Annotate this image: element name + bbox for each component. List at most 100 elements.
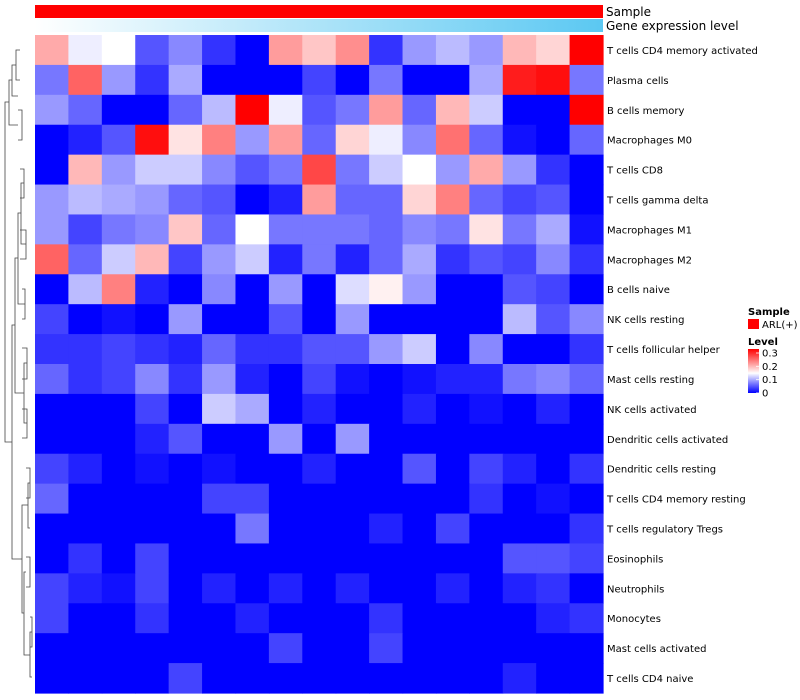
heatmap-cell xyxy=(502,364,537,395)
heatmap-cell xyxy=(235,304,270,335)
heatmap-cell xyxy=(68,543,103,574)
row-label: T cells gamma delta xyxy=(606,196,708,207)
heatmap-cell xyxy=(536,543,571,574)
legend-level-colorbar xyxy=(748,349,759,393)
heatmap-cell xyxy=(202,483,237,515)
heatmap-cell xyxy=(101,483,136,515)
heatmap-cell xyxy=(135,483,170,515)
heatmap-cell xyxy=(235,633,270,664)
heatmap-cell xyxy=(435,364,470,395)
heatmap-cell xyxy=(502,543,537,574)
heatmap-cell xyxy=(268,244,303,275)
heatmap-cell xyxy=(202,573,237,604)
heatmap-cell xyxy=(335,334,370,365)
heatmap-cell xyxy=(101,124,136,156)
heatmap-cell xyxy=(35,35,70,66)
heatmap-cell xyxy=(569,453,604,485)
heatmap-cell xyxy=(268,124,303,156)
heatmap-cell xyxy=(536,513,571,545)
heatmap-cell xyxy=(502,184,537,216)
heatmap-cell xyxy=(335,543,370,574)
heatmap-cell xyxy=(335,423,370,455)
heatmap-cell xyxy=(569,663,604,694)
heatmap-cell xyxy=(369,304,404,335)
heatmap-cell xyxy=(235,94,270,126)
heatmap-cell xyxy=(35,64,70,96)
heatmap-cell xyxy=(35,214,70,245)
heatmap-cell xyxy=(101,94,136,126)
heatmap-cell xyxy=(369,513,404,545)
heatmap-cell xyxy=(235,124,270,156)
heatmap-cell xyxy=(168,663,203,694)
heatmap-cell xyxy=(402,423,437,455)
heatmap-cell xyxy=(335,214,370,245)
heatmap-cell xyxy=(202,35,237,66)
heatmap-cell xyxy=(536,214,571,245)
heatmap-cell xyxy=(35,304,70,335)
heatmap-cell xyxy=(168,124,203,156)
heatmap-cell xyxy=(35,274,70,305)
heatmap-cell xyxy=(35,423,70,455)
heatmap-cell xyxy=(168,244,203,275)
heatmap-cell xyxy=(369,244,404,275)
legend-sample-entry: ARL(+) xyxy=(762,320,798,331)
heatmap-cell xyxy=(268,364,303,395)
heatmap-cell xyxy=(502,274,537,305)
heatmap-cell xyxy=(469,633,504,664)
heatmap-cell xyxy=(569,364,604,395)
heatmap-cell xyxy=(369,483,404,515)
heatmap-cell xyxy=(569,304,604,335)
heatmap-cell xyxy=(135,364,170,395)
heatmap-cell xyxy=(469,154,504,186)
heatmap-cell xyxy=(469,573,504,604)
heatmap-cell xyxy=(302,453,337,485)
heatmap-cell xyxy=(435,453,470,485)
heatmap-cell xyxy=(168,184,203,216)
heatmap-cell xyxy=(268,393,303,425)
legend-tick-label: 0 xyxy=(762,389,768,400)
heatmap-cell xyxy=(536,94,571,126)
heatmap-cell xyxy=(68,513,103,545)
heatmap-cell xyxy=(35,513,70,545)
heatmap-cell xyxy=(369,94,404,126)
heatmap-cell xyxy=(135,35,170,66)
heatmap-cell xyxy=(435,573,470,604)
heatmap-cell xyxy=(469,334,504,365)
heatmap-cell xyxy=(302,304,337,335)
heatmap-cell xyxy=(135,573,170,604)
heatmap-cells xyxy=(35,35,604,694)
heatmap-cell xyxy=(268,214,303,245)
heatmap-cell xyxy=(335,184,370,216)
heatmap-cell xyxy=(335,513,370,545)
heatmap-cell xyxy=(101,453,136,485)
heatmap-cell xyxy=(369,543,404,574)
heatmap-cell xyxy=(235,393,270,425)
heatmap-cell xyxy=(435,423,470,455)
heatmap-cell xyxy=(302,573,337,604)
heatmap-cell xyxy=(68,184,103,216)
heatmap-cell xyxy=(369,154,404,186)
heatmap-cell xyxy=(68,663,103,694)
heatmap-cell xyxy=(35,633,70,664)
row-label: Monocytes xyxy=(607,614,661,625)
heatmap-cell xyxy=(502,124,537,156)
heatmap-cell xyxy=(268,603,303,634)
heatmap-cell xyxy=(168,364,203,395)
heatmap-cell xyxy=(101,35,136,66)
heatmap-cell xyxy=(168,94,203,126)
heatmap-cell xyxy=(502,304,537,335)
heatmap-cell xyxy=(268,423,303,455)
heatmap-cell xyxy=(569,334,604,365)
heatmap-cell xyxy=(168,543,203,574)
heatmap-cell xyxy=(469,483,504,515)
heatmap-cell xyxy=(302,663,337,694)
heatmap-cell xyxy=(101,184,136,216)
heatmap-cell xyxy=(68,64,103,96)
heatmap-cell xyxy=(569,423,604,455)
heatmap-cell xyxy=(268,334,303,365)
row-label: Eosinophils xyxy=(607,554,663,565)
heatmap-cell xyxy=(469,214,504,245)
heatmap-cell xyxy=(469,543,504,574)
heatmap-cell xyxy=(536,453,571,485)
